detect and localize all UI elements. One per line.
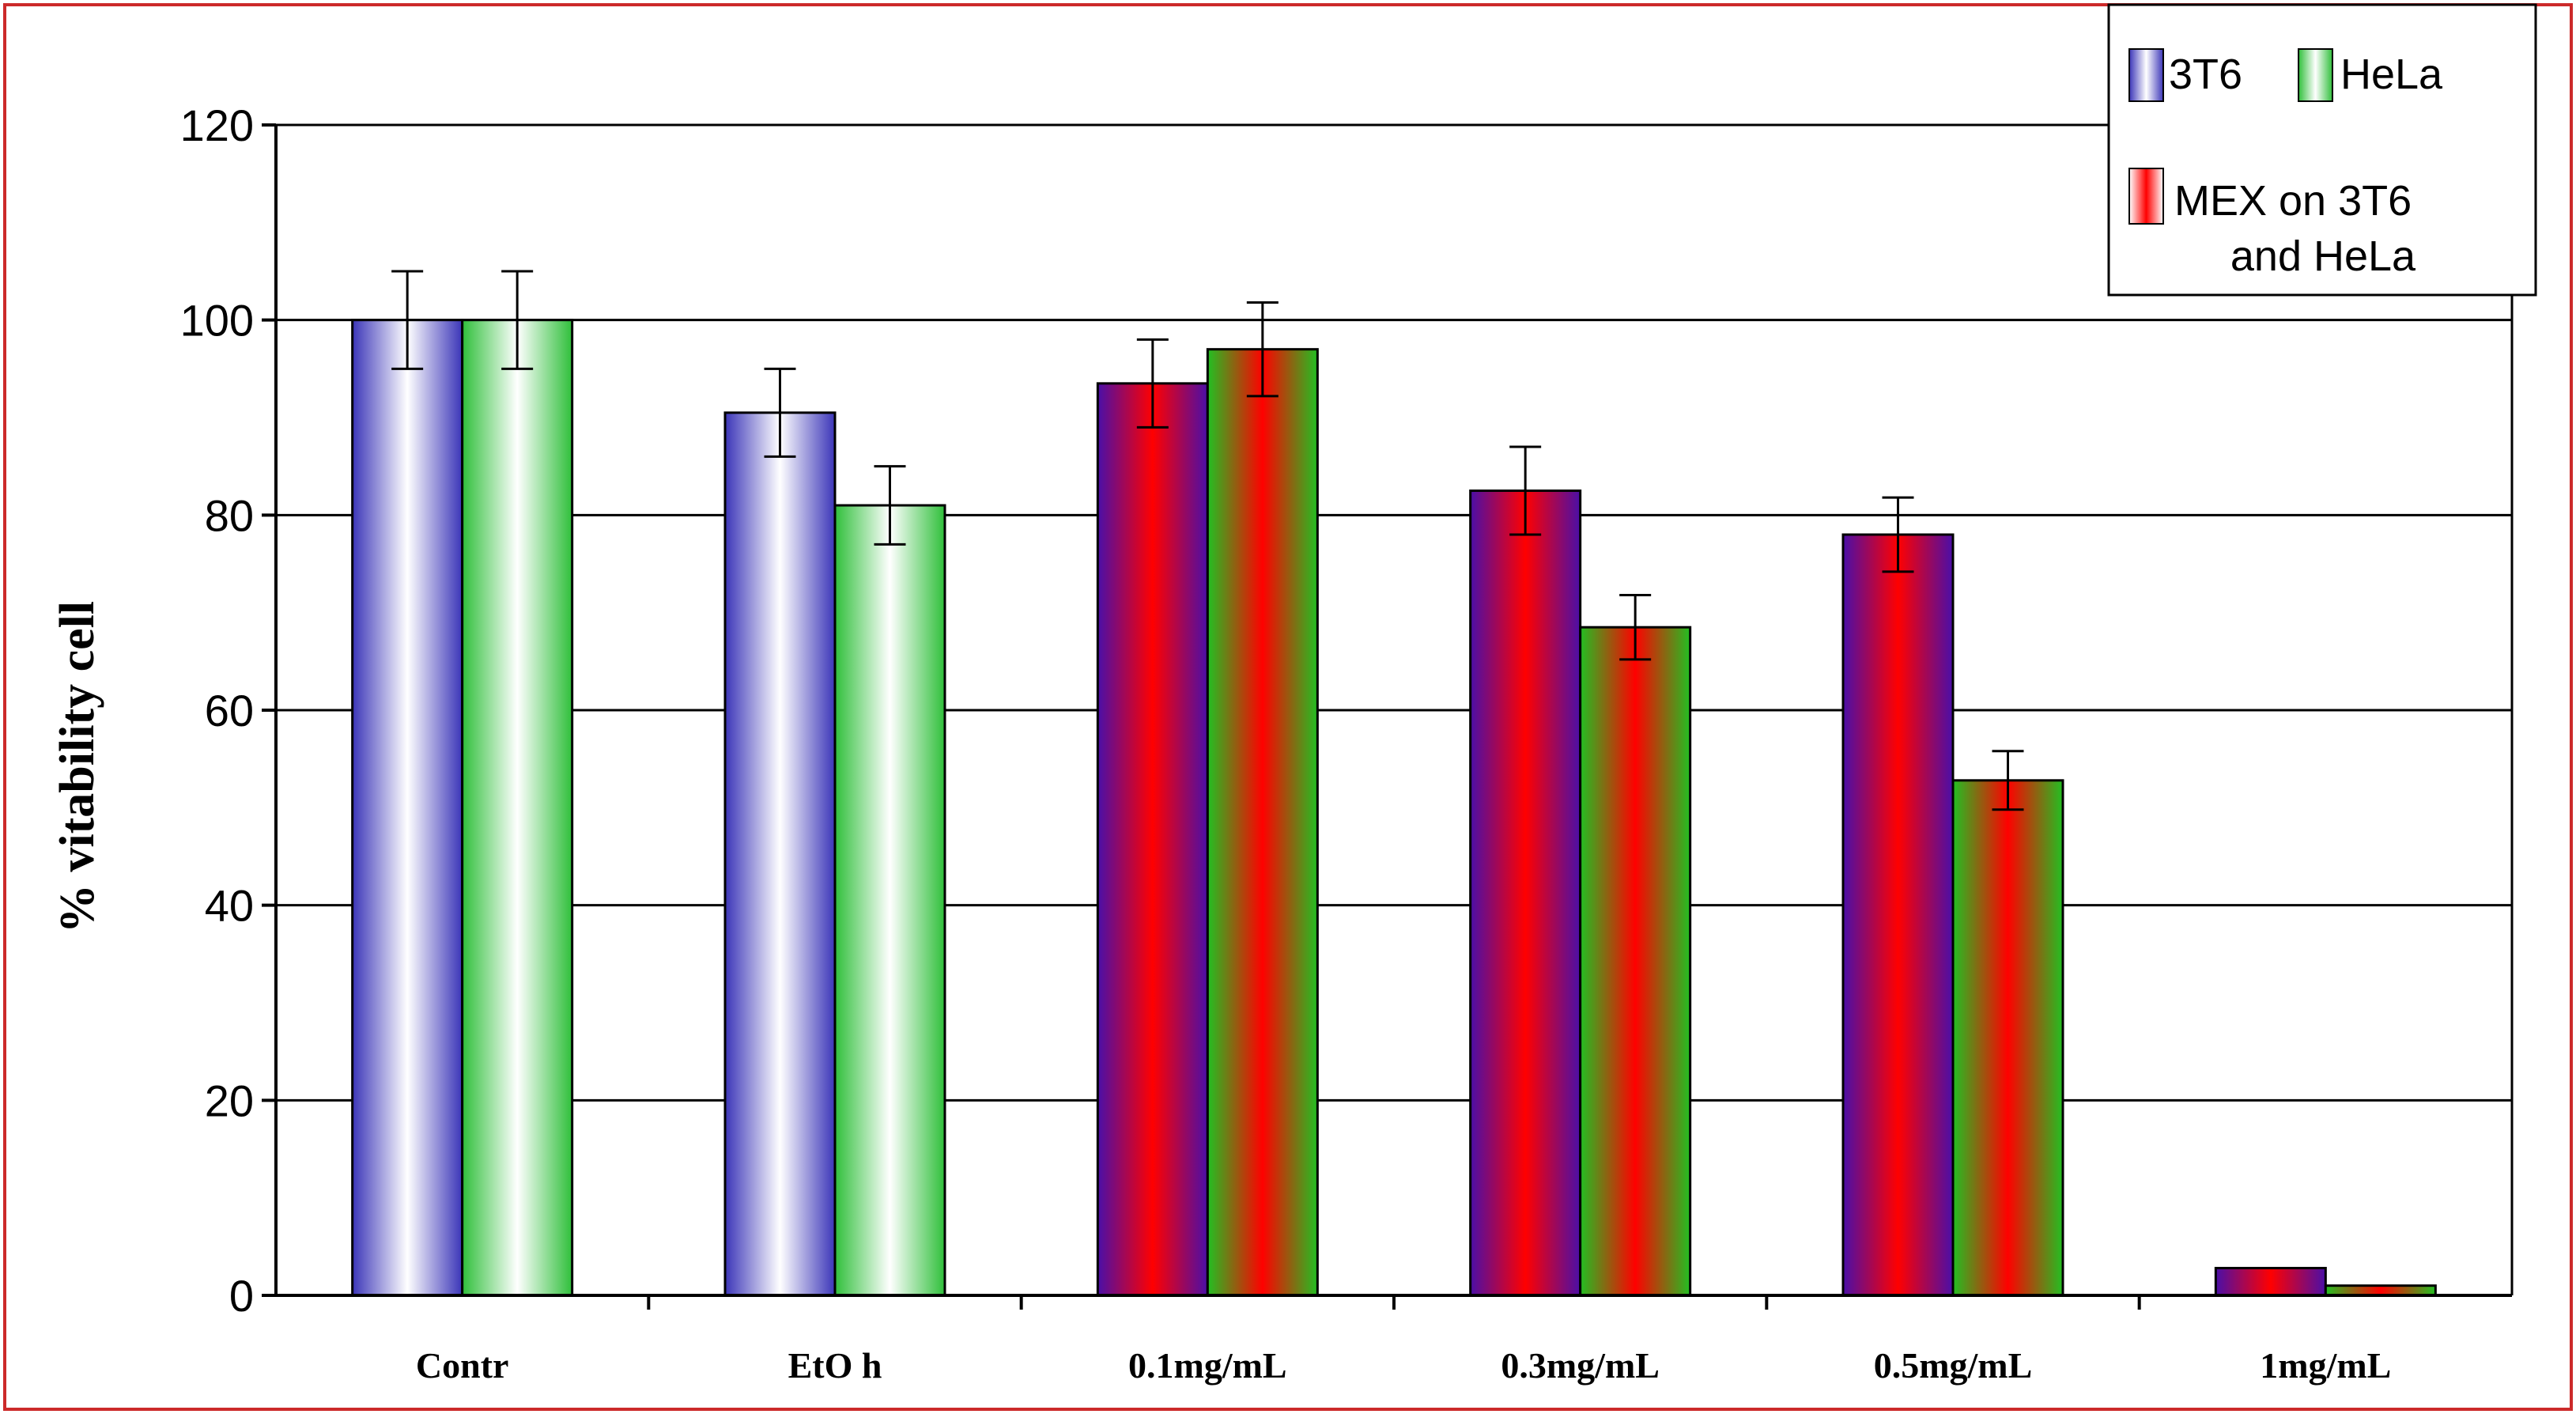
y-tick-label: 80 bbox=[205, 490, 254, 540]
bar-3t6-3 bbox=[1469, 490, 1582, 1297]
legend-label-3t6: 3T6 bbox=[2169, 51, 2242, 98]
y-tick-label: 40 bbox=[205, 881, 254, 931]
legend: 3T6 HeLa MEX on 3T6 and HeLa bbox=[2107, 3, 2537, 297]
y-tick-label: 60 bbox=[205, 686, 254, 735]
x-category-label: 0.3mg/mL bbox=[1501, 1345, 1660, 1386]
y-tick-label: 20 bbox=[205, 1076, 254, 1125]
x-category-label: 1mg/mL bbox=[2260, 1345, 2391, 1386]
bar-hela-4 bbox=[1951, 779, 2064, 1297]
legend-swatch-mex bbox=[2128, 168, 2164, 225]
bar-3t6-0 bbox=[351, 319, 464, 1297]
error-bars bbox=[391, 270, 2024, 811]
bar-hela-2 bbox=[1206, 348, 1319, 1297]
x-category-labels: Contr EtO h 0.1mg/mL 0.3mg/mL 0.5mg/mL 1mg/mL bbox=[416, 1295, 2391, 1386]
legend-label-mex-line1: MEX on 3T6 bbox=[2174, 177, 2412, 225]
x-category-label: 0.1mg/mL bbox=[1128, 1345, 1287, 1386]
legend-label-mex-line2: and HeLa bbox=[2230, 233, 2416, 280]
y-tick-label: 0 bbox=[229, 1271, 254, 1321]
x-category-label: EtO h bbox=[788, 1345, 882, 1386]
bar-3t6-2 bbox=[1096, 382, 1209, 1297]
bar-3t6-5 bbox=[2214, 1266, 2327, 1297]
y-tick-label: 120 bbox=[180, 100, 254, 150]
y-axis-title: % vitability cell bbox=[51, 601, 104, 933]
x-category-label: 0.5mg/mL bbox=[1874, 1345, 2033, 1386]
legend-swatch-hela bbox=[2298, 48, 2333, 102]
y-tick-labels: 0 20 40 60 80 100 120 bbox=[180, 100, 276, 1321]
y-tick-label: 100 bbox=[180, 296, 254, 346]
bar-hela-0 bbox=[461, 319, 574, 1297]
legend-label-hela: HeLa bbox=[2340, 51, 2443, 98]
bar-3t6-4 bbox=[1841, 533, 1955, 1297]
bar-hela-3 bbox=[1579, 626, 1692, 1297]
x-category-label: Contr bbox=[416, 1345, 509, 1386]
legend-swatch-3t6 bbox=[2128, 48, 2164, 102]
bar-hela-1 bbox=[833, 504, 946, 1297]
bar-3t6-1 bbox=[723, 411, 837, 1297]
